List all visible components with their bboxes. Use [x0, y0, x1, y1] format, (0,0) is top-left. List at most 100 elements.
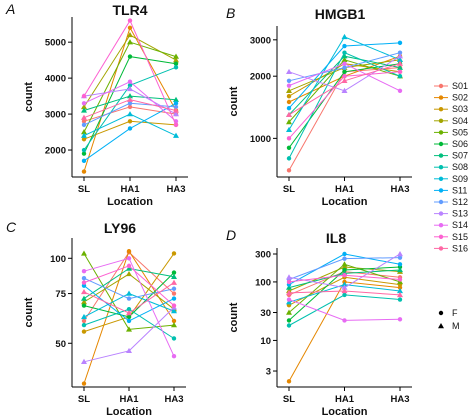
data-point: [127, 93, 133, 99]
data-point: [171, 308, 177, 314]
legend-sex-f: F: [438, 308, 458, 318]
y-tick-label: 1000: [250, 134, 271, 145]
series-s07: [81, 265, 177, 301]
y-tick-label: 75: [55, 289, 66, 300]
legend-swatch-dot: [438, 165, 444, 170]
y-tick-label: 2000: [250, 72, 271, 83]
data-point: [127, 79, 133, 84]
data-point: [286, 274, 292, 280]
data-point: [341, 261, 348, 267]
data-point: [81, 132, 87, 138]
legend-swatch-dot: [438, 153, 444, 158]
x-axis-label: Location: [322, 406, 368, 416]
data-point: [171, 322, 177, 328]
legend-entry-s14: S14: [434, 220, 468, 230]
data-point: [127, 101, 133, 106]
series-s16: [286, 287, 403, 298]
data-point: [126, 310, 132, 316]
legend-shape-triangle: [438, 323, 444, 329]
legend-entry-s09: S09: [434, 174, 468, 184]
data-point: [397, 287, 403, 294]
data-point: [342, 273, 347, 278]
data-point: [341, 287, 348, 294]
data-point: [342, 292, 347, 298]
x-tick-label: HA3: [164, 394, 183, 405]
data-point: [342, 73, 347, 79]
legend-swatch-dot: [438, 223, 444, 228]
legend-swatch-dot: [438, 118, 444, 124]
data-point: [286, 279, 292, 285]
data-point: [397, 251, 403, 257]
panel-hmgb1: HMGB1 B 1000 2000 3000 SL HA1 HA3 Location count: [226, 5, 412, 208]
data-point: [127, 54, 133, 59]
series-s13: [286, 251, 403, 290]
legend-label: S01: [452, 81, 468, 91]
y-tick-label: 2000: [45, 146, 66, 157]
legend-swatch-dot: [438, 141, 444, 147]
data-point: [171, 336, 177, 341]
data-point: [397, 266, 403, 273]
data-point: [171, 270, 177, 275]
x-tick-label: HA1: [335, 394, 355, 405]
data-point: [127, 25, 133, 30]
data-point: [81, 322, 87, 328]
data-point: [127, 96, 133, 102]
x-tick-label: HA1: [335, 184, 355, 195]
data-point: [126, 318, 132, 324]
data-point: [171, 291, 177, 296]
x-axis-label: Location: [106, 406, 152, 416]
legend-entry-s12: S12: [434, 197, 468, 207]
data-point: [173, 53, 179, 59]
data-point: [171, 296, 177, 301]
legend-entry-s04: S04: [434, 116, 468, 126]
data-point: [81, 107, 87, 113]
data-point: [81, 122, 87, 128]
data-point: [342, 65, 347, 70]
data-point: [173, 132, 179, 138]
y-tick-label: 100: [255, 277, 271, 288]
legend-label: S12: [452, 197, 468, 207]
data-point: [81, 137, 87, 142]
data-point: [127, 83, 133, 88]
data-point: [286, 78, 292, 83]
legend-label: S15: [452, 232, 468, 242]
data-point: [171, 353, 177, 359]
data-point: [342, 251, 347, 257]
data-point: [81, 280, 87, 285]
legend-label: S03: [452, 104, 468, 114]
data-point: [81, 158, 87, 164]
panel-il8: IL8 D 3 10 30 100 300 SL HA1 HA3 Location count: [226, 227, 412, 416]
data-point: [286, 299, 292, 305]
legend-swatch-dot: [438, 176, 444, 181]
data-point: [286, 156, 292, 161]
legend-label: S11: [452, 185, 467, 195]
data-point: [171, 273, 177, 279]
series-s14: [286, 297, 403, 323]
series-s11: [81, 283, 177, 324]
x-tick-label: HA3: [166, 184, 185, 195]
legend-entry-s08: S08: [434, 162, 468, 172]
y-tick-label: 3000: [250, 35, 271, 46]
y-tick-label: 3: [266, 367, 271, 378]
legend-sex-m: M: [438, 321, 460, 331]
x-axis-label: Location: [322, 196, 368, 208]
x-tick-label: HA3: [390, 394, 409, 405]
legend-shape-circle: [438, 310, 444, 316]
legend-entry-s03: S03: [434, 104, 468, 114]
legend-sex-label: M: [452, 321, 460, 331]
x-tick-label: HA1: [119, 394, 139, 405]
data-point: [397, 40, 403, 46]
y-axis-label: count: [228, 302, 240, 332]
y-tick-label: 300: [255, 250, 271, 261]
data-point: [342, 256, 347, 261]
data-point: [397, 262, 403, 267]
data-point: [81, 313, 87, 320]
data-point: [173, 96, 179, 102]
series-s09: [81, 290, 177, 320]
series-s16: [81, 279, 177, 316]
data-point: [342, 43, 347, 49]
legend-label: S16: [452, 243, 468, 253]
data-point: [81, 103, 87, 110]
legend-label: S13: [452, 209, 468, 219]
data-point: [173, 111, 179, 117]
